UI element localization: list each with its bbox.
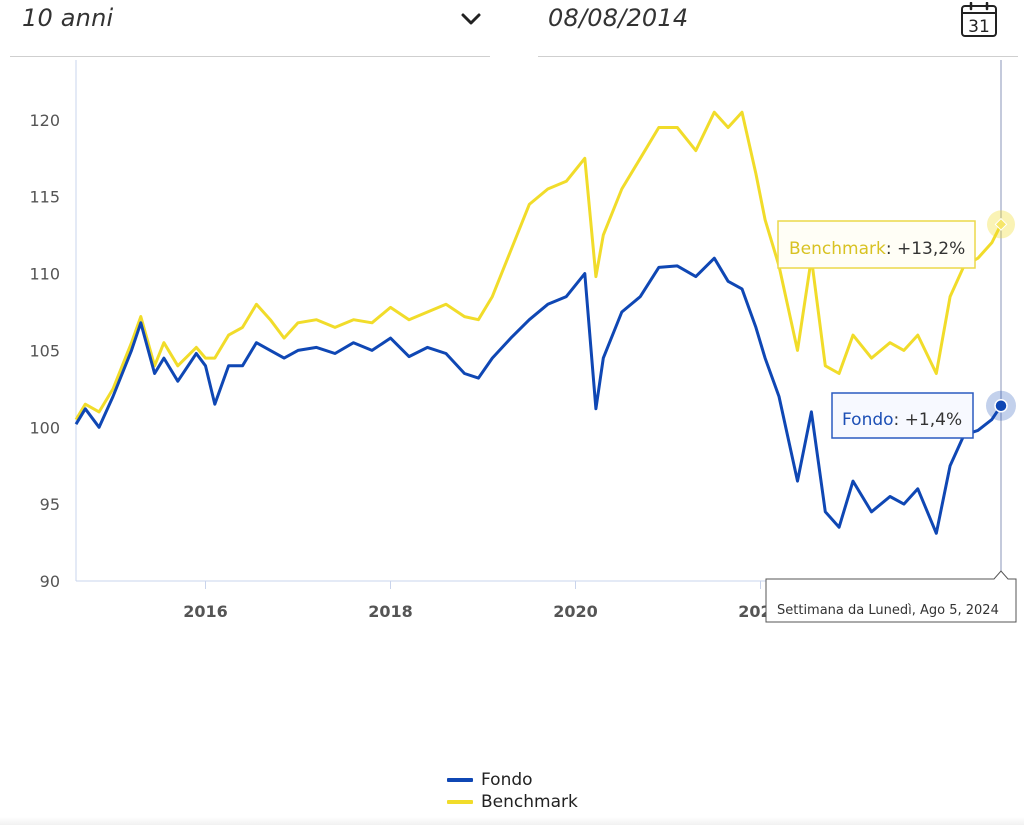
legend-swatch-benchmark	[447, 800, 473, 804]
benchmark-tooltip: Benchmark: +13,2%	[777, 220, 976, 269]
start-date-field[interactable]: 08/08/2014 31	[538, 0, 1018, 57]
benchmark-endpoint-marker	[987, 210, 1015, 239]
chart-legend: Fondo Benchmark	[447, 769, 578, 813]
y-tick-labels: 90 95 100 105 110 115 120	[29, 111, 60, 591]
svg-text:Benchmark: +13,2%: Benchmark: +13,2%	[789, 239, 965, 259]
period-value: 10 anni	[22, 4, 114, 32]
legend-item-fondo[interactable]: Fondo	[447, 769, 578, 791]
y-tick-label: 100	[29, 418, 60, 437]
series-line-fondo	[74, 256, 1003, 535]
benchmark-tooltip-name: Benchmark	[789, 239, 886, 259]
y-tick-label: 90	[40, 572, 60, 591]
fondo-endpoint-marker	[986, 390, 1016, 421]
week-tooltip-text: Settimana da Lunedì, Ago 5, 2024	[777, 603, 999, 618]
y-tick-label: 110	[29, 265, 60, 284]
series-line-benchmark	[74, 110, 1003, 421]
legend-label-fondo: Fondo	[481, 770, 533, 790]
calendar-icon[interactable]: 31	[960, 2, 998, 38]
y-tick-label: 120	[29, 111, 60, 130]
benchmark-tooltip-value: : +13,2%	[886, 239, 965, 259]
bottom-edge	[0, 817, 1024, 825]
calendar-day: 31	[968, 17, 990, 37]
fondo-tooltip-value: : +1,4%	[894, 410, 963, 430]
legend-swatch-fondo	[447, 778, 473, 782]
x-tick-labels: 2016 2018 2020 2022	[183, 581, 783, 621]
x-tick-label: 2016	[183, 602, 228, 621]
chevron-down-icon[interactable]	[458, 8, 484, 30]
svg-text:Fondo: +1,4%: Fondo: +1,4%	[842, 410, 962, 430]
fondo-tooltip: Fondo: +1,4%	[831, 392, 974, 439]
series-lines	[74, 110, 1003, 535]
y-tick-label: 105	[29, 341, 60, 360]
x-tick-label: 2020	[553, 602, 598, 621]
y-tick-label: 115	[29, 188, 60, 207]
start-date-value: 08/08/2014	[548, 4, 689, 32]
week-tooltip: Settimana da Lunedì, Ago 5, 2024	[765, 570, 1017, 623]
legend-label-benchmark: Benchmark	[481, 792, 578, 812]
legend-item-benchmark[interactable]: Benchmark	[447, 791, 578, 813]
fondo-tooltip-name: Fondo	[842, 410, 894, 430]
period-selector[interactable]: 10 anni	[10, 0, 490, 57]
x-tick-label: 2018	[368, 602, 413, 621]
y-tick-label: 95	[40, 495, 60, 514]
